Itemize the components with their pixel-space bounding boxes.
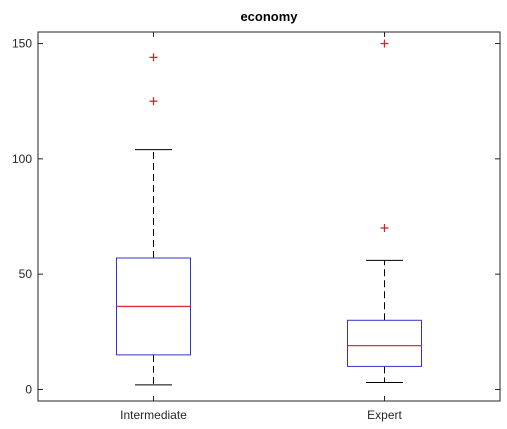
x-tick-label: Intermediate: [120, 408, 187, 422]
box-group-intermediate: [116, 53, 191, 386]
outlier-marker: [149, 53, 158, 62]
chart-title: economy: [240, 9, 298, 24]
x-tick-label: Expert: [367, 408, 402, 422]
x-axis: Intermediate Expert: [120, 32, 403, 422]
y-tick-label: 0: [25, 382, 32, 396]
box-group-expert: [347, 39, 422, 384]
iqr-box: [347, 319, 422, 367]
y-tick-label: 50: [19, 267, 33, 281]
plot-area-frame: [37, 31, 501, 402]
outlier-marker: [149, 97, 158, 106]
y-tick-label: 100: [12, 152, 32, 166]
boxes-layer: [116, 39, 422, 386]
y-tick-label: 150: [12, 37, 32, 51]
outlier-marker: [380, 224, 389, 233]
y-axis: 0 50 100 150: [12, 37, 500, 396]
outlier-marker: [380, 39, 389, 48]
